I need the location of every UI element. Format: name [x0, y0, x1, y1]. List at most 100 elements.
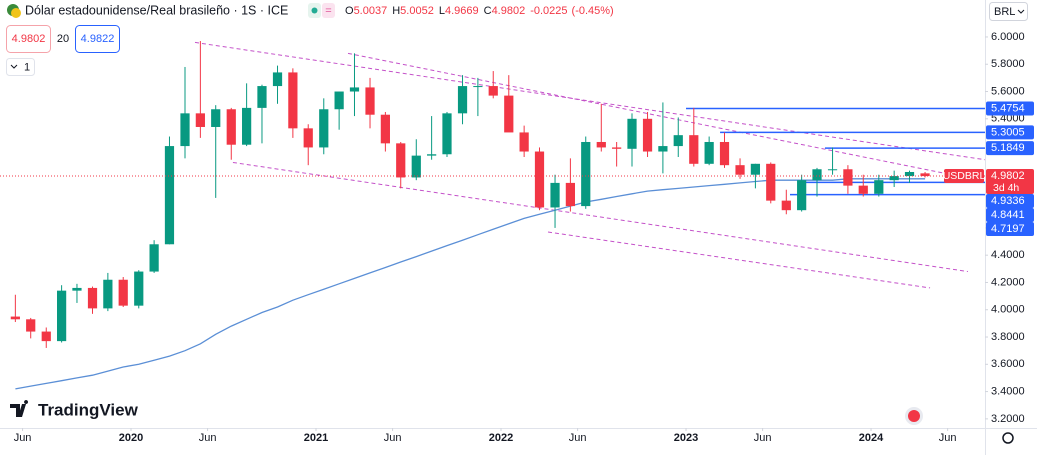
currency-button[interactable]	[989, 2, 1028, 21]
y-tick-label: 6.0000	[991, 31, 1025, 43]
x-tick-label: 2022	[489, 432, 513, 444]
candle-body	[319, 109, 329, 148]
flag-badge[interactable]	[322, 3, 335, 18]
candle-body	[689, 135, 699, 164]
level-label-box	[986, 208, 1034, 223]
x-tick-label: Jun	[754, 432, 772, 444]
y-tick-label: 5.4000	[991, 113, 1025, 125]
x-tick-label: 2024	[859, 432, 884, 444]
candle-body	[457, 86, 468, 114]
symbol-label-box	[944, 169, 984, 184]
ohlc-value: 5.0037	[354, 5, 388, 17]
candle-body	[365, 87, 375, 115]
candle-body	[303, 128, 313, 148]
countdown: 3d 4h	[993, 182, 1019, 194]
level-label-box	[986, 141, 1034, 156]
candle-body	[57, 290, 67, 342]
chevron	[10, 64, 18, 69]
settings-icon[interactable]	[1002, 432, 1014, 444]
candle-body	[766, 163, 776, 201]
candle-body	[180, 113, 190, 147]
status-dot	[311, 7, 318, 14]
buy-button[interactable]	[75, 25, 120, 53]
candle-body	[750, 163, 761, 175]
candle-body	[442, 113, 452, 155]
spread: 20	[57, 33, 69, 45]
candle-body	[874, 180, 884, 194]
candle-body	[565, 182, 575, 207]
symbol-icon	[11, 8, 21, 18]
candle-body	[827, 169, 838, 171]
candle-body	[781, 200, 791, 211]
candle-body	[797, 180, 807, 211]
x-tick-label: Jun	[939, 432, 957, 444]
ohlc-legend: O5.0037 H5.0052 L4.9669 C4.9802 -0.0225 (-0.4…	[345, 5, 614, 17]
candle-body	[858, 185, 868, 194]
candle-body	[288, 72, 298, 129]
chevron	[1017, 9, 1025, 14]
candle-body	[334, 91, 344, 110]
level-label: 5.1849	[991, 142, 1025, 154]
candle-body	[349, 87, 360, 92]
sell-button[interactable]	[6, 25, 51, 53]
candle-body	[719, 141, 730, 166]
candle-body	[812, 169, 822, 181]
x-tick-label: Jun	[14, 432, 32, 444]
candle-body	[226, 109, 236, 145]
candle-body	[612, 147, 622, 149]
sell-price: 4.9802	[12, 33, 46, 45]
candle-body	[473, 86, 483, 88]
buy-price: 4.9822	[81, 33, 115, 45]
indicators-toggle[interactable]	[6, 58, 35, 76]
candle-body	[164, 146, 175, 245]
candle-body	[26, 319, 36, 332]
y-tick-label: 4.4000	[991, 249, 1025, 261]
ohlc-value: 4.9669	[445, 5, 479, 17]
candle-body	[596, 141, 606, 148]
y-tick-label: 3.8000	[991, 331, 1025, 343]
y-tick-label: 3.2000	[991, 413, 1025, 425]
trendline	[547, 231, 931, 289]
level-label-box	[986, 222, 1034, 237]
candle-body	[504, 95, 514, 133]
ohlc-value: 4.9802	[492, 5, 526, 17]
candle-body	[103, 279, 113, 309]
symbol-label: USDBRL	[943, 170, 986, 182]
indicators-count: 1	[24, 61, 30, 73]
candle-body	[396, 143, 406, 178]
y-tick-label: 5.6000	[991, 85, 1025, 97]
ohlc-label: C	[484, 5, 492, 17]
x-tick-label: 2023	[674, 432, 698, 444]
level-label: 5.4754	[991, 102, 1025, 114]
ohlc-label: L	[439, 5, 445, 17]
last-price-label: 4.9802	[991, 170, 1025, 182]
candle-body	[904, 171, 915, 177]
candle-body	[242, 107, 252, 145]
candle-body	[488, 86, 498, 96]
level-label: 4.8441	[991, 209, 1025, 221]
candle-body	[257, 86, 267, 108]
candle-body	[519, 132, 529, 152]
ohlc-label: O	[345, 5, 354, 17]
candle-body	[704, 141, 714, 164]
candle-body	[272, 72, 283, 87]
flag-icon: =	[325, 5, 331, 17]
flag-icon	[908, 410, 920, 422]
candle-body	[581, 141, 591, 207]
candle-body	[627, 118, 637, 149]
x-tick-label: Jun	[569, 432, 587, 444]
candle-body	[889, 176, 899, 181]
trendline	[347, 52, 946, 174]
candle-body	[843, 169, 853, 186]
candle-body	[735, 165, 745, 175]
y-tick-label: 3.4000	[991, 385, 1025, 397]
level-label-box	[986, 194, 1034, 209]
ohlc-value: 5.0052	[400, 5, 434, 17]
logo-mark	[10, 400, 29, 417]
candle-body	[72, 287, 82, 291]
candle-body	[41, 331, 51, 342]
candle-body	[534, 151, 545, 208]
x-tick-label: Jun	[199, 432, 217, 444]
